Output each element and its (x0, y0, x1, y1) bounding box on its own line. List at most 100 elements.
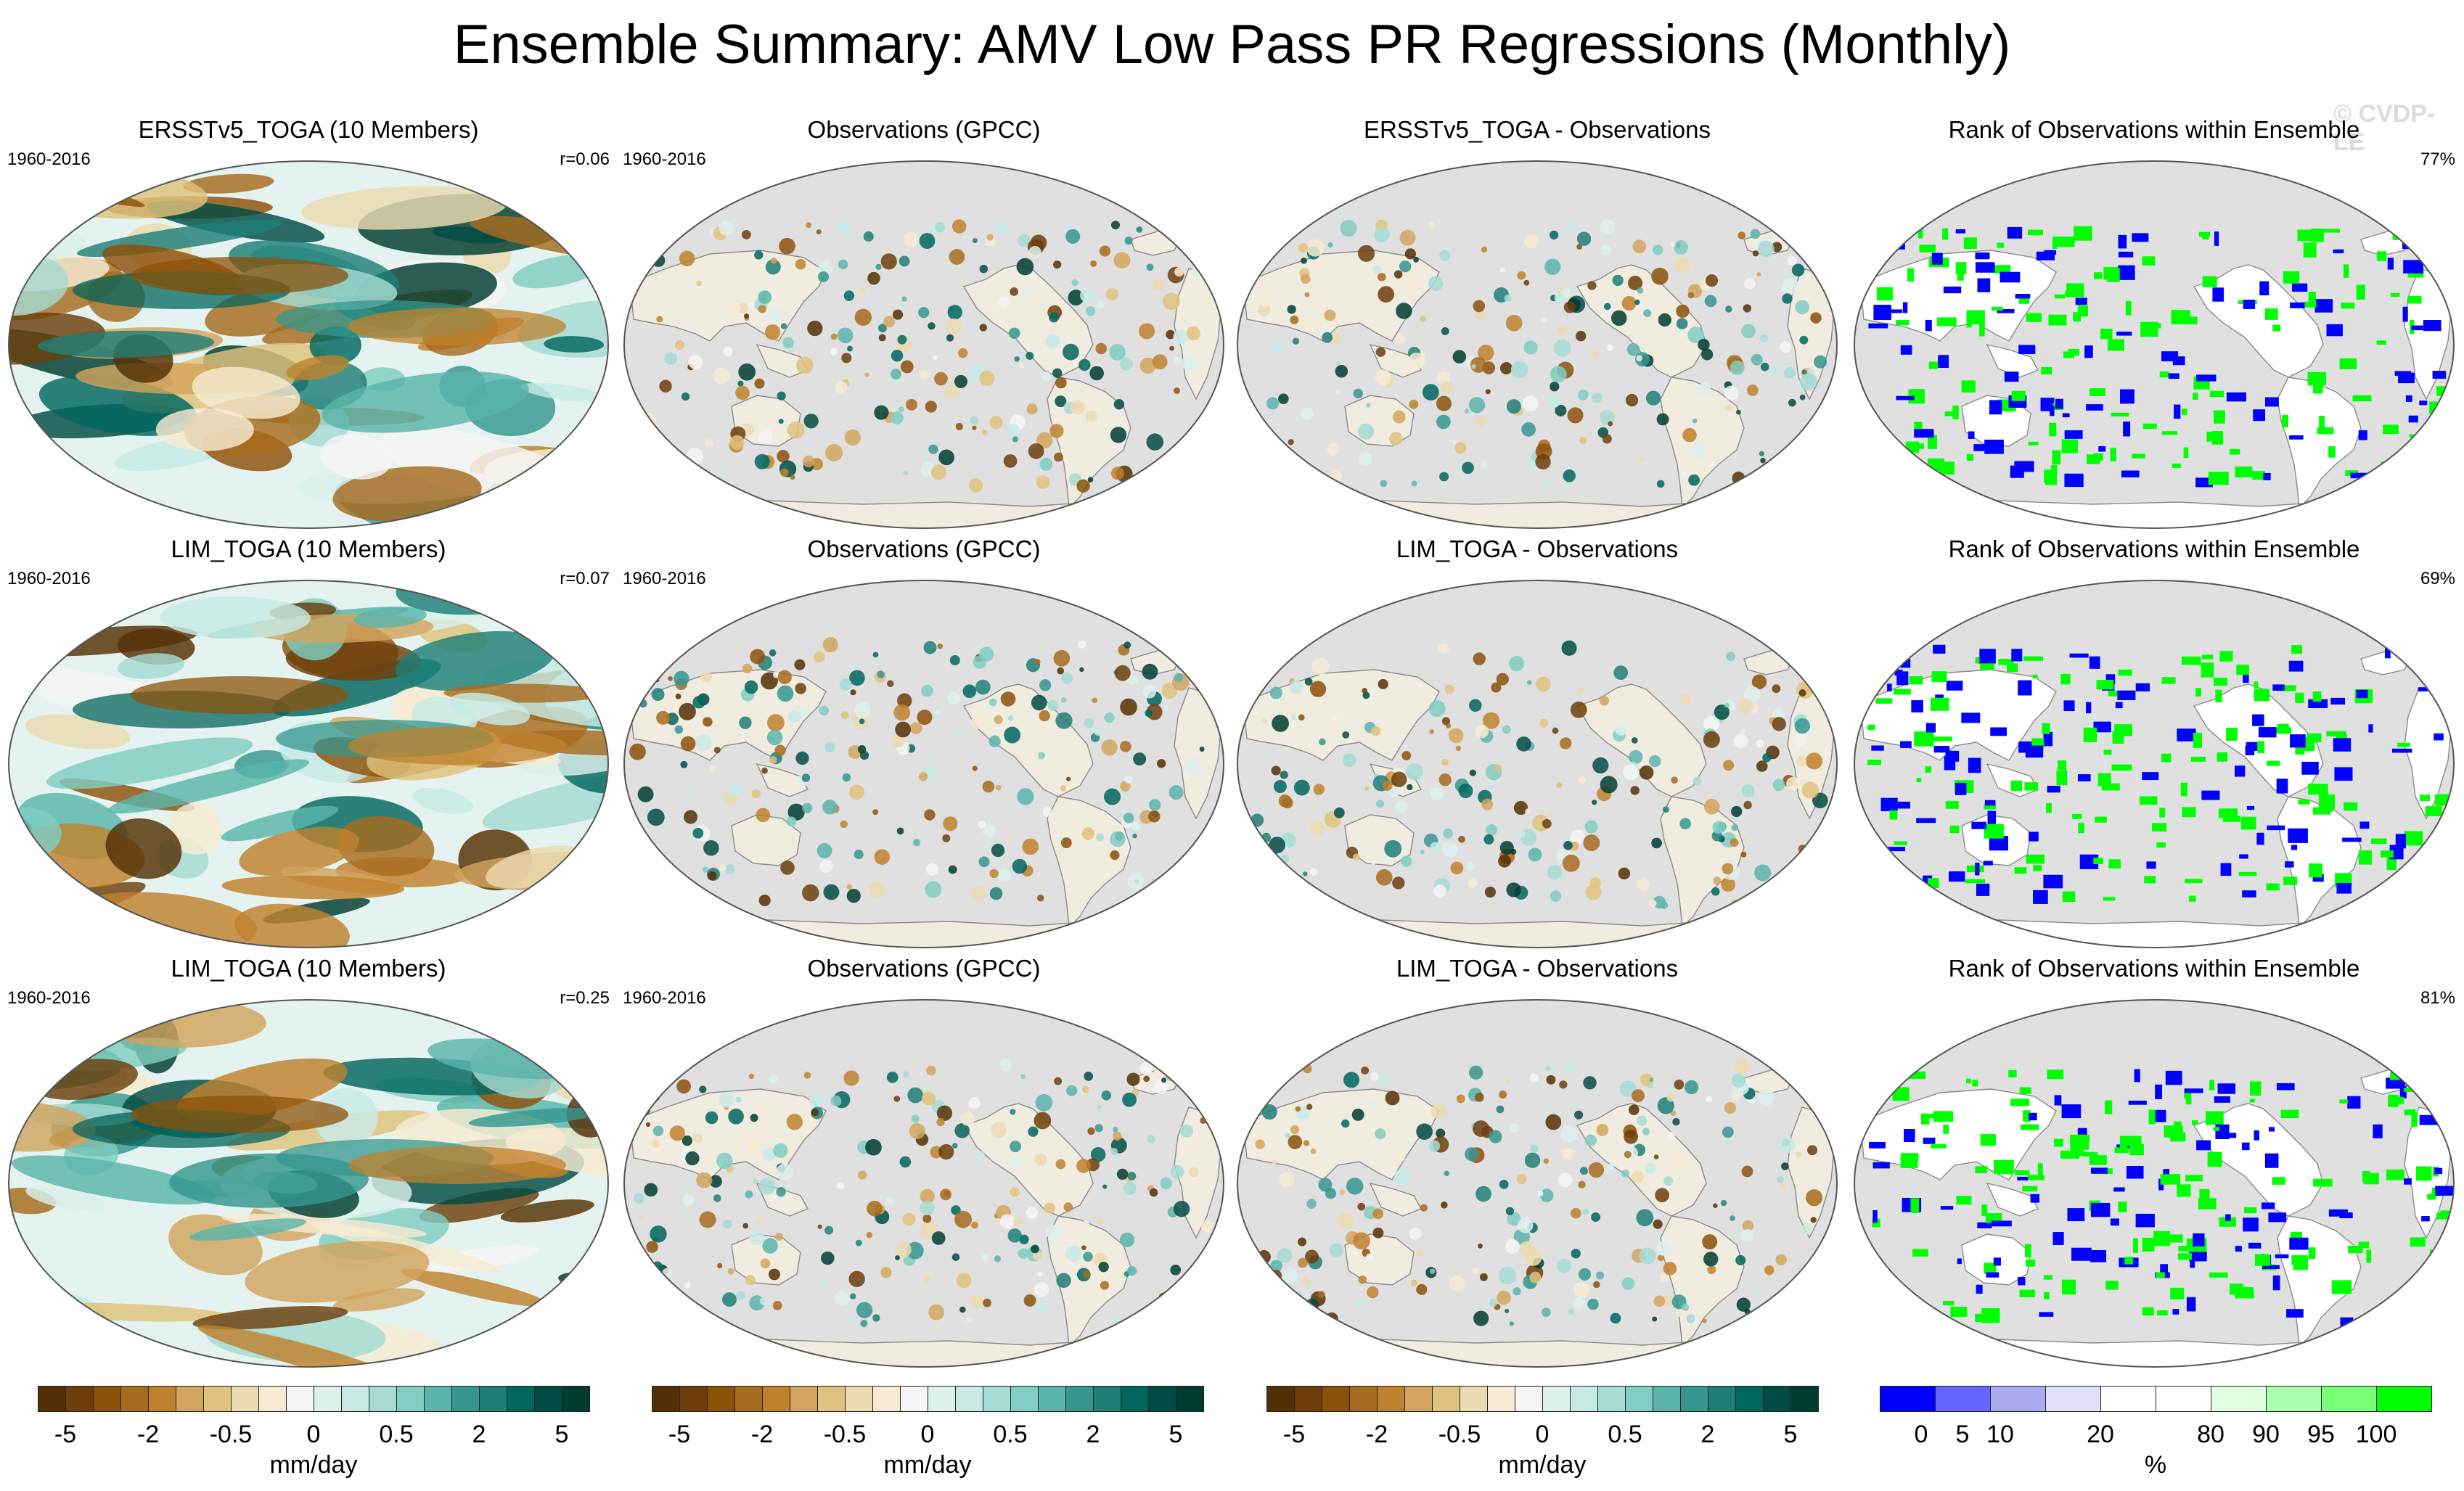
panel-title: Rank of Observations within Ensemble (1948, 116, 2360, 143)
colorbar-box (341, 1386, 369, 1412)
colorbar-box (1322, 1386, 1350, 1412)
colorbar-tick: 2 (472, 1421, 486, 1448)
colorbar-tick: -2 (136, 1421, 160, 1448)
colorbar-box (1680, 1386, 1708, 1412)
colorbar-box (369, 1386, 397, 1412)
colorbar-tick: 0 (1914, 1421, 1928, 1448)
colorbar-tick: -0.5 (209, 1421, 253, 1448)
colorbar-box (203, 1386, 232, 1412)
colorbar-box (734, 1386, 763, 1412)
colorbar-tick: 80 (2197, 1421, 2224, 1448)
panel-title: Observations (GPCC) (807, 116, 1041, 143)
colorbar-box (1266, 1386, 1295, 1412)
colorbar-box (2156, 1386, 2211, 1412)
colorbar-box (1935, 1386, 1991, 1412)
panel-stat: 69% (2420, 569, 2455, 588)
colorbar-box (790, 1386, 818, 1412)
colorbar-unit: mm/day (883, 1451, 972, 1479)
map-panel: Rank of Observations within Ensemble 77% (1853, 116, 2455, 530)
colorbar-box (396, 1386, 425, 1412)
colorbar-tick: 0.5 (379, 1421, 414, 1448)
colorbar-tick: 0 (1535, 1421, 1550, 1448)
colorbar-box (1010, 1386, 1039, 1412)
globe-map (1854, 580, 2455, 948)
map-panel: LIM_TOGA - Observations (1236, 535, 1838, 949)
map-panel: Observations (GPCC) 1960-2016 (623, 955, 1225, 1368)
panel-period: 1960-2016 (623, 569, 706, 588)
colorbar-tick: 5 (554, 1421, 569, 1448)
globe-map (623, 160, 1224, 529)
panel-stat: r=0.25 (560, 988, 610, 1008)
panel-period: 1960-2016 (623, 988, 706, 1008)
colorbar-tick: 0 (306, 1421, 321, 1448)
map-panel: ERSSTv5_TOGA - Observations (1236, 116, 1838, 530)
colorbar-box (1625, 1386, 1653, 1412)
colorbar-unit: % (2144, 1451, 2167, 1479)
colorbar-tick: -0.5 (823, 1421, 867, 1448)
globe-map (1854, 999, 2455, 1368)
map-panel: ERSSTv5_TOGA (10 Members) 1960-2016 r=0.06 (7, 116, 610, 530)
panel-title: Observations (GPCC) (807, 955, 1041, 982)
colorbar-box (2045, 1386, 2101, 1412)
colorbar-box (2266, 1386, 2322, 1412)
colorbar-box (2376, 1386, 2432, 1412)
colorbar-box (928, 1386, 956, 1412)
panel-title: Rank of Observations within Ensemble (1948, 535, 2360, 562)
globe-map (623, 580, 1224, 948)
panel-title: LIM_TOGA - Observations (1396, 955, 1679, 982)
panel-stat: 81% (2420, 988, 2455, 1008)
colorbar-box (845, 1386, 873, 1412)
colorbar-box (479, 1386, 507, 1412)
precip-colorbar: -5 -2 -0.5 0 0.5 2 5 mm/day (652, 1386, 1204, 1480)
colorbar-unit: mm/day (1498, 1451, 1587, 1479)
globe-map (1237, 580, 1838, 948)
colorbar-box (679, 1386, 708, 1412)
colorbar-tick: 100 (2355, 1421, 2397, 1448)
colorbar-box (1349, 1386, 1378, 1412)
colorbar-box (817, 1386, 846, 1412)
map-panel: LIM_TOGA (10 Members) 1960-2016 r=0.07 (7, 535, 610, 949)
colorbar-box (507, 1386, 535, 1412)
colorbar-tick: 5 (1955, 1421, 1970, 1448)
map-panel: Observations (GPCC) 1960-2016 (623, 535, 1225, 949)
panel-stat: r=0.07 (560, 569, 610, 588)
colorbar-box (1065, 1386, 1094, 1412)
colorbar-box (534, 1386, 562, 1412)
colorbar-box (258, 1386, 287, 1412)
colorbar-box (1176, 1386, 1204, 1412)
map-panel: Rank of Observations within Ensemble 81% (1853, 955, 2455, 1368)
panel-title: Rank of Observations within Ensemble (1948, 955, 2360, 982)
colorbar-tick: -5 (54, 1421, 77, 1448)
colorbar-box (900, 1386, 928, 1412)
panel-period: 1960-2016 (7, 569, 91, 588)
panel-period: 1960-2016 (7, 149, 91, 169)
colorbar-box (652, 1386, 680, 1412)
colorbar-tick: -5 (668, 1421, 691, 1448)
globe-map (1237, 160, 1838, 529)
colorbar-box (955, 1386, 983, 1412)
colorbar-box (2211, 1386, 2267, 1412)
colorbar-box (1542, 1386, 1571, 1412)
map-panel: LIM_TOGA - Observations (1236, 955, 1838, 1368)
colorbar-box (231, 1386, 259, 1412)
colorbar-box (1763, 1386, 1791, 1412)
colorbar-box (1093, 1386, 1121, 1412)
colorbar-box (1460, 1386, 1488, 1412)
colorbar-box (38, 1386, 66, 1412)
colorbar-tick: 2 (1700, 1421, 1715, 1448)
colorbar-box (65, 1386, 94, 1412)
colorbar-box (2321, 1386, 2377, 1412)
globe-map (623, 999, 1224, 1368)
globe-map (1237, 999, 1838, 1368)
colorbar-box (120, 1386, 149, 1412)
colorbar-tick: 2 (1086, 1421, 1100, 1448)
colorbar-tick: 0.5 (1608, 1421, 1642, 1448)
map-panel: Rank of Observations within Ensemble 69% (1853, 535, 2455, 949)
colorbar-box (1990, 1386, 2046, 1412)
colorbar-box (1653, 1386, 1681, 1412)
figure-title: Ensemble Summary: AMV Low Pass PR Regres… (453, 14, 2011, 75)
panel-title: ERSSTv5_TOGA - Observations (1363, 116, 1711, 143)
colorbar-box (1148, 1386, 1176, 1412)
colorbar-box (562, 1386, 590, 1412)
colorbar-tick: -2 (750, 1421, 774, 1448)
